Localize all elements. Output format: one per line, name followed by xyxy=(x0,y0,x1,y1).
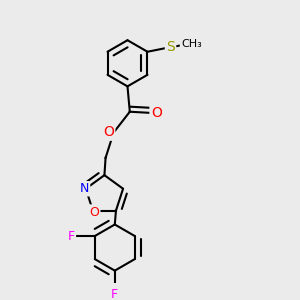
Text: O: O xyxy=(89,206,99,219)
Text: O: O xyxy=(151,106,162,120)
Text: N: N xyxy=(80,182,89,195)
Text: O: O xyxy=(103,125,114,140)
Text: S: S xyxy=(166,40,175,54)
Text: CH₃: CH₃ xyxy=(181,39,202,49)
Text: F: F xyxy=(68,230,75,242)
Text: F: F xyxy=(111,288,118,300)
